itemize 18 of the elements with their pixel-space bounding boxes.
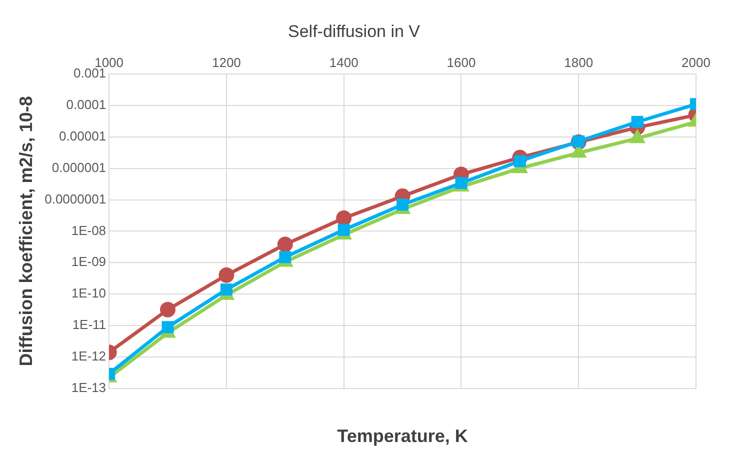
x-tick-label: 2000 bbox=[682, 54, 710, 70]
y-tick-label: 1E-10 bbox=[71, 286, 106, 301]
y-tick-label: 0.000001 bbox=[52, 160, 106, 175]
chart-title: Self-diffusion in V bbox=[288, 22, 421, 41]
y-tick-label: 1E-13 bbox=[71, 380, 106, 395]
x-tick-label: 1600 bbox=[446, 54, 476, 70]
y-tick-label: 1E-12 bbox=[71, 348, 106, 364]
x-tick-label: 1800 bbox=[564, 54, 594, 70]
x-tick-label: 1400 bbox=[329, 54, 358, 70]
y-tick-label: 1E-08 bbox=[71, 222, 106, 238]
y-tick-label: 1E-09 bbox=[71, 254, 106, 270]
x-axis-title: Temperature, K bbox=[337, 426, 468, 446]
x-tick-label: 1200 bbox=[212, 54, 241, 70]
y-axis-title: Diffusion koefficient, m2/s, 10-8 bbox=[16, 96, 36, 366]
y-tick-label: 0.0001 bbox=[66, 97, 106, 112]
y-tick-label: 0.0000001 bbox=[44, 191, 106, 206]
y-tick-label: 1E-11 bbox=[72, 317, 106, 332]
y-tick-label: 0.00001 bbox=[59, 128, 106, 144]
